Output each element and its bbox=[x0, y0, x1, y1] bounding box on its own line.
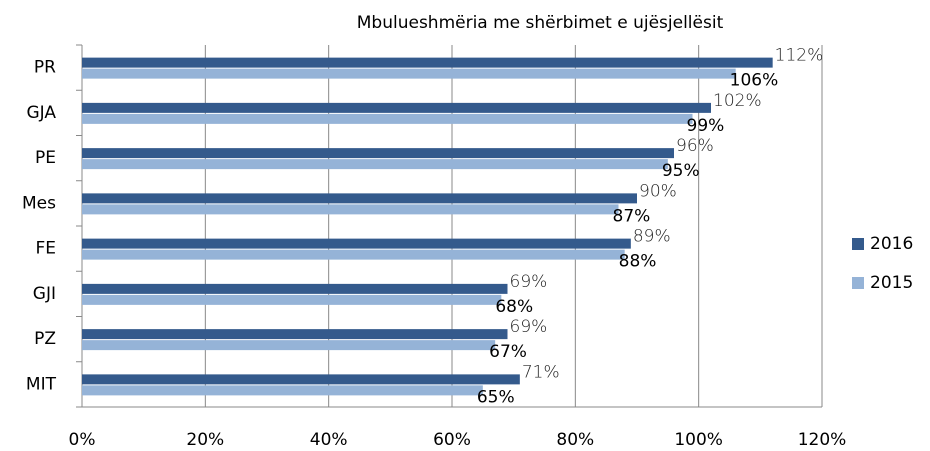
value-label: 69% bbox=[510, 317, 548, 337]
value-label: 89% bbox=[633, 227, 671, 247]
value-label: 88% bbox=[619, 252, 657, 272]
value-label: 95% bbox=[662, 161, 700, 181]
bar bbox=[82, 68, 736, 79]
bar bbox=[82, 329, 508, 340]
y-tick-label: GJA bbox=[26, 103, 56, 123]
value-label: 102% bbox=[713, 91, 762, 111]
y-tick-label: PR bbox=[34, 58, 56, 78]
x-tick-label: 80% bbox=[556, 430, 594, 450]
x-tick-label: 0% bbox=[69, 430, 96, 450]
bar bbox=[82, 113, 693, 124]
x-tick-label: 100% bbox=[674, 430, 723, 450]
value-label: 67% bbox=[489, 342, 527, 362]
bar bbox=[82, 193, 637, 204]
legend-label: 2016 bbox=[870, 234, 913, 254]
value-label: 69% bbox=[510, 272, 548, 292]
y-tick-label: Mes bbox=[22, 193, 56, 213]
value-label: 71% bbox=[522, 362, 560, 382]
bar bbox=[82, 283, 508, 294]
value-label: 96% bbox=[676, 136, 714, 156]
value-label: 106% bbox=[730, 71, 779, 91]
legend-label: 2015 bbox=[870, 273, 913, 293]
value-label: 112% bbox=[775, 46, 824, 66]
x-tick-label: 40% bbox=[310, 430, 348, 450]
y-tick-label: MIT bbox=[26, 374, 57, 394]
x-tick-label: 120% bbox=[798, 430, 847, 450]
bar bbox=[82, 148, 674, 159]
bar bbox=[82, 249, 625, 260]
bar bbox=[82, 385, 483, 396]
y-tick-label: FE bbox=[35, 239, 56, 259]
bar bbox=[82, 340, 496, 351]
x-tick-label: 60% bbox=[433, 430, 471, 450]
y-tick-label: GJI bbox=[33, 284, 56, 304]
y-tick-label: PE bbox=[35, 148, 56, 168]
value-label: 68% bbox=[495, 297, 533, 317]
legend-swatch bbox=[852, 277, 864, 289]
chart-title: Mbulueshmëria me shërbimet e ujësjellësi… bbox=[357, 13, 724, 33]
bar bbox=[82, 57, 773, 68]
value-label: 99% bbox=[687, 116, 725, 136]
bar bbox=[82, 238, 631, 249]
bar bbox=[82, 102, 711, 113]
value-label: 87% bbox=[613, 206, 651, 226]
bar bbox=[82, 159, 668, 170]
bar bbox=[82, 204, 619, 215]
bar bbox=[82, 374, 520, 385]
value-label: 65% bbox=[477, 387, 515, 407]
y-tick-label: PZ bbox=[34, 329, 56, 349]
legend-swatch bbox=[852, 238, 864, 250]
x-tick-label: 20% bbox=[186, 430, 224, 450]
value-label: 90% bbox=[639, 181, 677, 201]
bar bbox=[82, 294, 502, 305]
